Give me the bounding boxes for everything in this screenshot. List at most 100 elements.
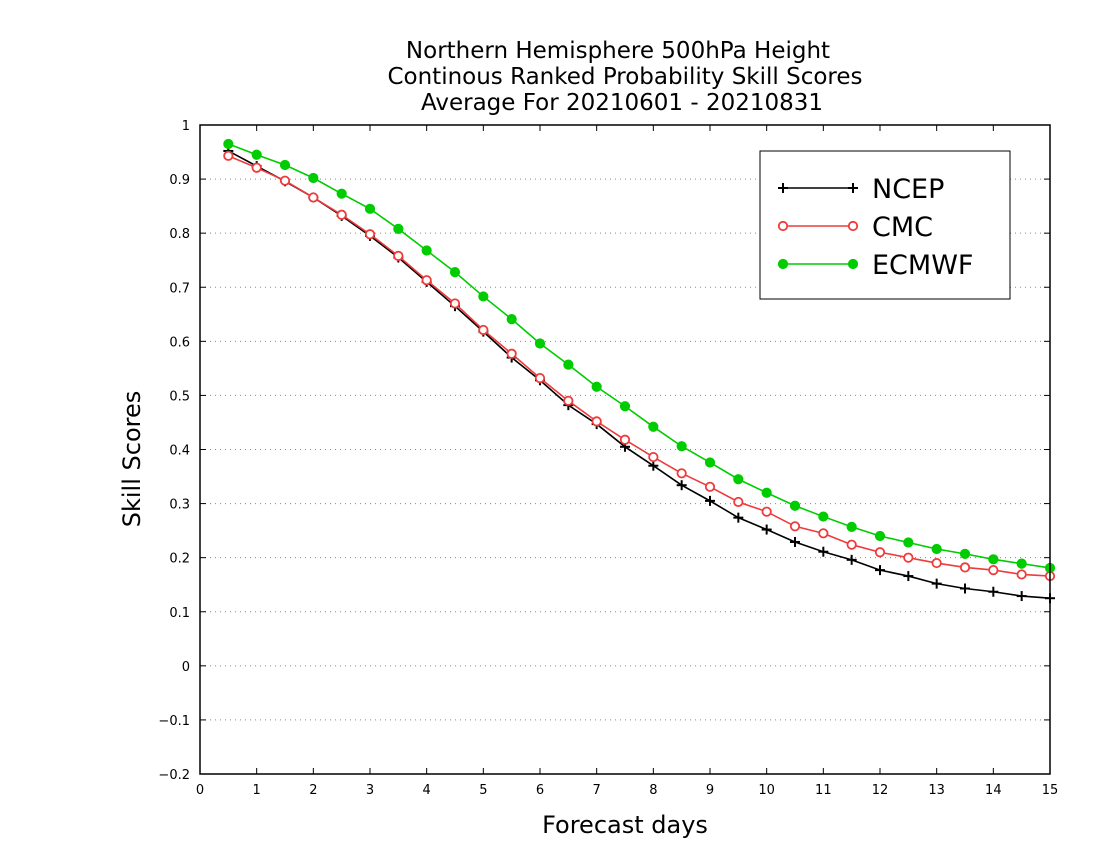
data-point-cmc — [931, 557, 942, 569]
data-point-cmc — [308, 192, 319, 203]
data-point-cmc — [506, 348, 517, 359]
y-tick-label: 1 — [182, 119, 190, 134]
series-ecmwf — [223, 138, 1056, 574]
legend-marker-ncep — [848, 183, 858, 193]
x-tick-label: 11 — [815, 783, 832, 798]
legend-entries: NCEP CMC ECMWF — [777, 174, 973, 281]
legend-label-cmc: CMC — [872, 212, 933, 243]
legend-label-ecmwf: ECMWF — [872, 250, 973, 281]
data-point-ecmwf — [761, 487, 772, 498]
data-point-cmc — [364, 229, 376, 240]
data-point-cmc — [449, 298, 461, 309]
data-point-cmc — [959, 562, 971, 573]
data-point-ncep — [931, 578, 942, 589]
chart-title-line-2: Continous Ranked Probability Skill Score… — [387, 64, 862, 90]
data-point-cmc — [1016, 569, 1027, 580]
data-point-cmc — [421, 275, 432, 286]
data-point-ncep — [988, 586, 999, 597]
data-point-cmc — [676, 468, 687, 479]
chart-title-line-3: Average For 20210601 - 20210831 — [421, 90, 823, 116]
y-tick-label: 0.8 — [169, 227, 190, 242]
data-point-ecmwf — [393, 223, 404, 234]
data-point-ecmwf — [903, 537, 914, 548]
y-tick-label: 0.6 — [169, 335, 190, 350]
data-point-ecmwf — [818, 511, 829, 522]
legend-box — [759, 150, 1011, 300]
data-point-ecmwf — [676, 441, 687, 452]
data-point-ecmwf — [988, 554, 999, 565]
data-point-cmc — [789, 521, 801, 532]
x-tick-label: 9 — [706, 783, 714, 798]
legend: NCEP CMC ECMWF — [759, 150, 1011, 300]
legend-marker-cmc — [777, 220, 789, 232]
data-point-ecmwf — [336, 188, 347, 199]
grid-layer — [200, 178, 1050, 721]
y-tick-label: 0.7 — [169, 281, 190, 296]
data-point-cmc — [988, 565, 999, 576]
data-point-ecmwf — [619, 401, 631, 412]
x-tick-label: 1 — [253, 783, 261, 798]
x-tick-label: 2 — [309, 783, 317, 798]
data-point-cmc — [223, 150, 234, 161]
x-tick-label: 10 — [758, 783, 775, 798]
data-point-cmc — [874, 547, 886, 558]
data-point-ecmwf — [223, 138, 234, 150]
x-tick-label: 7 — [593, 783, 601, 798]
data-point-cmc — [903, 552, 914, 563]
data-point-cmc — [818, 528, 829, 539]
legend-marker-ncep — [778, 183, 788, 193]
data-point-ncep — [676, 480, 687, 491]
data-point-ecmwf — [959, 548, 971, 559]
data-point-ncep — [1016, 591, 1027, 602]
legend-entry-ecmwf: ECMWF — [777, 250, 973, 281]
data-point-ecmwf — [364, 203, 376, 214]
data-point-cmc — [846, 539, 857, 550]
x-tick-label: 4 — [423, 783, 431, 798]
data-point-cmc — [478, 324, 489, 336]
x-tick-label: 8 — [649, 783, 657, 798]
data-point-ncep — [733, 512, 744, 523]
data-point-cmc — [704, 481, 716, 492]
data-point-cmc — [761, 506, 772, 517]
y-tick-label: 0.5 — [169, 389, 190, 404]
data-point-cmc — [251, 162, 262, 173]
y-tick-label: −0.2 — [158, 768, 190, 783]
x-tick-label: 13 — [928, 783, 945, 798]
data-point-cmc — [648, 451, 659, 463]
data-point-ecmwf — [279, 159, 291, 171]
x-tick-label: 15 — [1042, 783, 1059, 798]
y-axis-label: Skill Scores — [118, 391, 146, 528]
series-layer — [223, 138, 1056, 604]
x-tick-label: 6 — [536, 783, 544, 798]
data-point-ncep — [846, 554, 857, 565]
legend-label-ncep: NCEP — [872, 174, 944, 205]
y-tick-label: −0.1 — [158, 714, 190, 729]
data-point-ecmwf — [534, 338, 546, 349]
x-tick-label: 14 — [985, 783, 1002, 798]
data-point-cmc — [279, 175, 291, 186]
data-point-cmc — [563, 395, 574, 406]
y-tick-label: 0.4 — [169, 444, 190, 459]
legend-marker-ecmwf — [777, 258, 789, 270]
data-point-ncep — [705, 495, 715, 506]
data-point-ecmwf — [931, 543, 942, 555]
data-point-cmc — [733, 496, 744, 508]
data-point-ecmwf — [733, 474, 744, 485]
data-point-ecmwf — [704, 457, 716, 468]
data-point-ecmwf — [308, 172, 319, 184]
ticks-layer: −0.2−0.100.10.20.30.40.50.60.70.80.910 1 2… — [158, 119, 1058, 798]
data-point-cmc — [591, 416, 602, 427]
data-point-cmc — [393, 250, 404, 261]
data-point-ecmwf — [506, 314, 517, 325]
legend-entry-ncep: NCEP — [778, 174, 944, 205]
data-point-ncep — [875, 565, 885, 576]
data-point-ecmwf — [251, 149, 262, 160]
legend-marker-cmc — [847, 220, 859, 232]
legend-entry-cmc: CMC — [777, 212, 933, 243]
x-tick-label: 5 — [479, 783, 487, 798]
data-point-ecmwf — [789, 500, 801, 511]
data-point-ecmwf — [421, 245, 432, 256]
data-point-ncep — [818, 546, 829, 557]
